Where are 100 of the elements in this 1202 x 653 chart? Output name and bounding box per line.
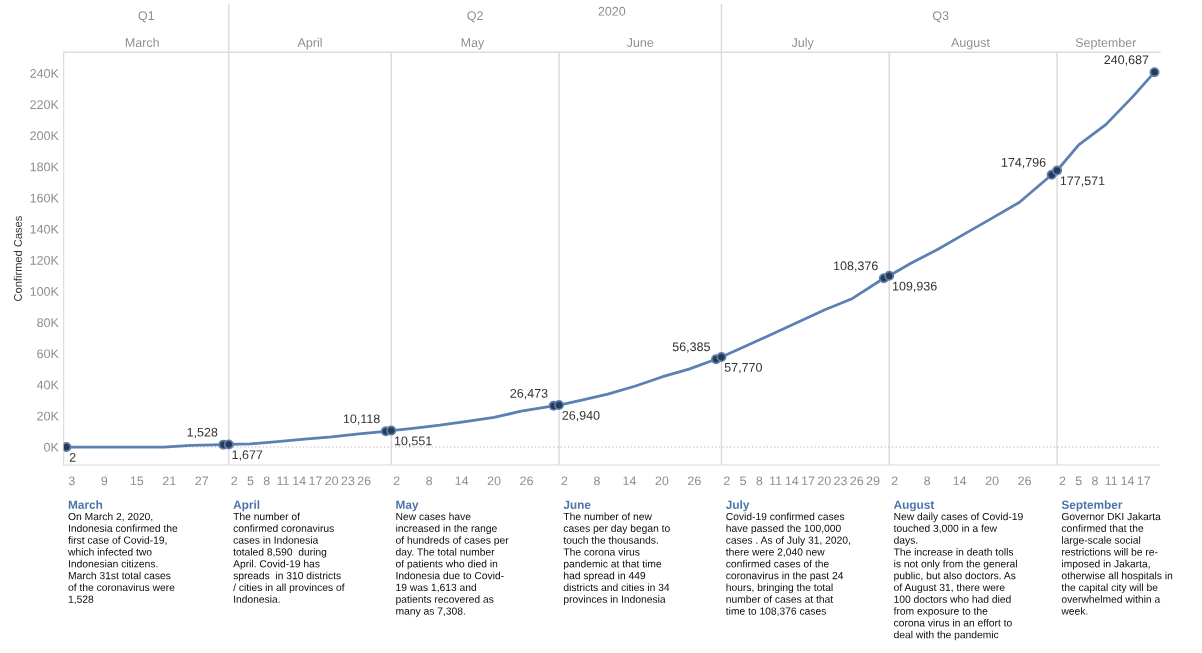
x-tick-label: 8 [924,476,931,486]
x-tick-label: 20 [655,476,669,486]
text: September [1061,500,1123,512]
data-label: 57,770 [724,362,762,374]
x-tick-label: 27 [195,476,209,486]
y-tick-label: 60K [37,349,59,359]
data-label: 10,118 [343,414,380,425]
text: Governor DKI Jakarta confirmed that the large-scale social restrictions will be re- imposed in Jakarta, otherwise all hospitals in the capital city will be overwhelmed within a week. [1061,512,1173,615]
x-tick-label: 2 [561,476,568,486]
x-tick-label: 8 [263,476,270,486]
x2-tick-label: July [791,37,814,50]
y-tick-label: 240K [30,69,59,78]
data-label: 26,940 [562,410,600,422]
x-tick-label: 5 [1075,476,1082,486]
data-label: 177,571 [1060,176,1105,187]
point [716,352,727,363]
y-tick-label: 40K [36,380,59,390]
data-label: 174,796 [1001,157,1046,169]
x-tick-label: 2 [724,476,730,486]
point [63,442,72,453]
x-tick-label: 14 [1121,476,1135,486]
x2-tick-label: September [1075,37,1137,50]
point [223,439,234,450]
text: June [563,500,591,509]
text: The number of confirmed coronavirus cases in Indonesia totaled 8,590 during April. Covid-19 has spreads in 310 districts / cities in all provinces of Indonesia. [233,512,345,603]
data-label: 1,677 [232,450,263,461]
x-tick-label: 23 [341,476,355,486]
x-tick-label: 8 [1092,476,1098,486]
x-tick-label: 26 [850,476,864,486]
x2-tick-label: April [297,37,322,50]
x2-tick-label: August [951,38,990,50]
text: Q3 [932,11,949,23]
point [1149,67,1160,78]
text: Q2 [467,11,483,23]
x2-axis-title: 2020 [598,6,626,16]
x-tick-label: 26 [357,476,371,486]
x-tick-label: 26 [688,476,701,486]
data-label: 26,473 [510,388,548,400]
point [386,425,397,436]
x-tick-label: 20 [325,476,339,486]
x-tick-label: 17 [802,476,815,486]
y-tick-label: 140K [30,224,59,234]
y-tick-label: 120K [30,255,59,265]
x-tick-label: 26 [520,476,533,486]
text: July [725,500,750,512]
x-tick-label: 17 [309,476,322,486]
x-tick-label: 15 [130,476,144,486]
x-tick-label: 8 [426,476,433,486]
text: March [68,500,103,509]
data-label: 10,551 [394,436,432,447]
y-tick-label: 160K [30,193,59,203]
y-tick-label: 220K [30,100,59,110]
y-axis-title: Confirmed Cases [13,216,22,301]
text: May [396,500,419,512]
x-tick-label: 8 [756,476,763,486]
x-tick-label: 14 [953,476,967,486]
x-tick-label: 5 [740,476,747,486]
x-tick-label: 3 [68,476,75,486]
data-label: 56,385 [672,342,710,353]
x-tick-label: 21 [162,476,176,486]
y-tick-label: 0K [44,442,59,452]
x-tick-label: 11 [770,476,782,486]
y-tick-label: 80K [37,318,59,328]
x-tick-label: 29 [866,476,880,486]
x-tick-label: 14 [455,476,469,486]
x-tick-label: 9 [101,476,108,486]
text: Q1 [138,11,154,23]
text: April [233,500,260,512]
x-tick-label: 8 [594,476,600,486]
x-tick-label: 11 [1105,476,1118,486]
point [554,400,565,411]
x-tick-label: 14 [785,476,799,486]
x-tick-label: 2 [393,476,400,486]
point [1052,165,1063,176]
text: August [893,500,935,512]
x-tick-label: 26 [1018,476,1031,486]
data-label: 109,936 [892,281,937,293]
y-tick-label: 200K [30,131,59,141]
point [884,270,895,281]
text: The number of new cases per day began to touch the thousands. The corona virus pandemic at that time had spread in 449 districts and cities in 34 provinces in Indonesia [563,512,670,605]
x2-tick-label: May [461,38,485,50]
y-tick-label: 180K [30,162,59,172]
data-label: 240,687 [1104,55,1149,66]
x2-tick-label: June [626,38,654,47]
x-tick-label: 2 [891,476,898,486]
x-tick-label: 14 [623,476,636,486]
x-tick-label: 23 [834,476,847,486]
x-tick-label: 20 [487,476,501,486]
text: Covid-19 confirmed cases have passed the 100,000 cases . As of July 31, 2020, there were 2,040 new confirmed cases of the coronavirus in the past 24 hours, bringing the total number of cases at that time to 108,376 cases [725,512,850,616]
text: New daily cases of Covid-19 touched 3,000 in a few days. The increase in death tolls is not only from the general public, but also doctors. As of August 31, there were 100 doctors who had died from exposure to the corona virus in an effort to deal with the pandemic [893,512,1023,641]
x-tick-label: 2 [1059,476,1066,486]
text: New cases have increased in the range of hundreds of cases per day. The total number of patients who died in Indonesia due to Covid- 19 was 1,613 and patients recovered as many as 7,308. [395,512,509,617]
x-tick-label: 14 [293,476,306,486]
data-label: 108,376 [834,261,878,272]
text: On March 2, 2020, Indonesia confirmed the first case of Covid-19, which infected two Indonesian citizens. March 31st total cases of the coronavirus were 1,528 [68,512,178,605]
x-tick-label: 5 [247,476,254,486]
data-label: 2 [69,452,76,462]
x-tick-label: 2 [231,476,238,486]
data-label: 1,528 [187,427,218,439]
y-tick-label: 100K [30,287,59,296]
